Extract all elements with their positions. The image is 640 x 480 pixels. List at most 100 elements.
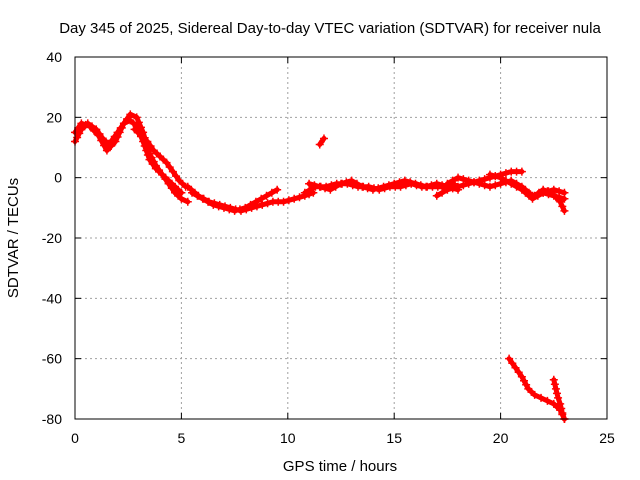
- data-point: [230, 206, 239, 215]
- data-point: [162, 158, 171, 167]
- data-point: [300, 188, 309, 197]
- data-point: [549, 375, 558, 384]
- data-point: [543, 187, 552, 196]
- data-point: [539, 185, 548, 194]
- data-point: [295, 193, 304, 202]
- data-point: [514, 368, 523, 377]
- data-point: [558, 202, 567, 211]
- data-point: [305, 179, 314, 188]
- data-point: [97, 136, 106, 145]
- data-point: [512, 182, 521, 191]
- data-point: [177, 188, 186, 197]
- x-tick-label: 20: [493, 430, 509, 446]
- data-point: [416, 181, 425, 190]
- data-point: [214, 202, 223, 211]
- x-tick-label: 0: [71, 430, 79, 446]
- data-point: [422, 182, 431, 191]
- data-point: [470, 178, 478, 187]
- series-trace-e: [188, 185, 282, 215]
- data-point: [183, 197, 192, 206]
- data-point: [427, 181, 436, 190]
- data-point: [522, 188, 531, 197]
- grid-lines: [75, 57, 607, 419]
- data-point: [193, 191, 202, 200]
- data-point: [368, 185, 377, 194]
- data-point: [319, 134, 328, 143]
- data-point: [263, 199, 272, 208]
- data-point: [337, 179, 345, 188]
- y-axis-label: SDTVAR / TECUs: [5, 178, 22, 298]
- data-point: [284, 196, 293, 205]
- data-point: [400, 176, 409, 185]
- data-point: [522, 380, 531, 389]
- data-point: [310, 181, 319, 190]
- data-point: [209, 200, 218, 209]
- data-point: [411, 179, 420, 188]
- data-point: [342, 178, 351, 187]
- data-point: [501, 169, 510, 178]
- data-point: [126, 110, 135, 119]
- data-point: [556, 399, 565, 408]
- x-tick-label: 5: [178, 430, 186, 446]
- data-point: [480, 181, 489, 190]
- data-point: [547, 188, 556, 197]
- data-point: [517, 372, 526, 381]
- data-point: [315, 140, 324, 149]
- x-tick-label: 10: [280, 430, 296, 446]
- data-point: [149, 157, 158, 166]
- data-point: [273, 185, 282, 194]
- series-trace-c: [130, 125, 190, 191]
- data-point: [358, 182, 367, 191]
- data-point: [511, 363, 520, 372]
- data-point: [90, 126, 99, 135]
- y-tick-label: -80: [42, 411, 62, 427]
- data-point: [107, 141, 116, 150]
- data-point: [262, 191, 271, 200]
- data-point: [134, 118, 143, 127]
- data-point: [520, 376, 529, 385]
- data-point: [384, 181, 393, 190]
- data-point: [290, 194, 299, 203]
- series-trace-l: [522, 185, 569, 215]
- data-point: [363, 184, 372, 193]
- data-point: [379, 182, 388, 191]
- data-point: [485, 170, 494, 179]
- data-point: [558, 408, 567, 417]
- data-point: [204, 197, 212, 206]
- data-point: [551, 193, 560, 202]
- data-point: [454, 182, 463, 191]
- data-point: [100, 141, 109, 150]
- data-point: [448, 184, 457, 193]
- data-point: [530, 191, 539, 200]
- data-point: [219, 203, 228, 212]
- y-tick-label: -60: [42, 351, 62, 367]
- data-point: [555, 187, 564, 196]
- data-point: [321, 184, 330, 193]
- data-point: [267, 188, 276, 197]
- data-point: [508, 359, 517, 368]
- data-point: [406, 178, 415, 187]
- data-point: [74, 123, 83, 132]
- data-point: [102, 146, 111, 155]
- data-point: [151, 161, 160, 170]
- series-trace-h: [315, 134, 328, 149]
- data-point: [136, 123, 145, 132]
- data-point: [241, 203, 250, 212]
- data-point: [505, 354, 514, 363]
- series-trace-n: [549, 375, 569, 423]
- y-tick-label: 0: [54, 170, 62, 186]
- x-tick-label: 15: [386, 430, 402, 446]
- data-point: [331, 182, 340, 191]
- data-point: [198, 194, 207, 203]
- data-point: [374, 184, 383, 193]
- data-point: [94, 131, 103, 140]
- data-point: [146, 141, 155, 150]
- data-point: [517, 167, 526, 176]
- data-point: [279, 197, 288, 206]
- data-point: [485, 182, 494, 191]
- data-point: [246, 200, 255, 209]
- data-point: [257, 194, 266, 203]
- data-point: [501, 176, 510, 185]
- data-point: [438, 181, 447, 190]
